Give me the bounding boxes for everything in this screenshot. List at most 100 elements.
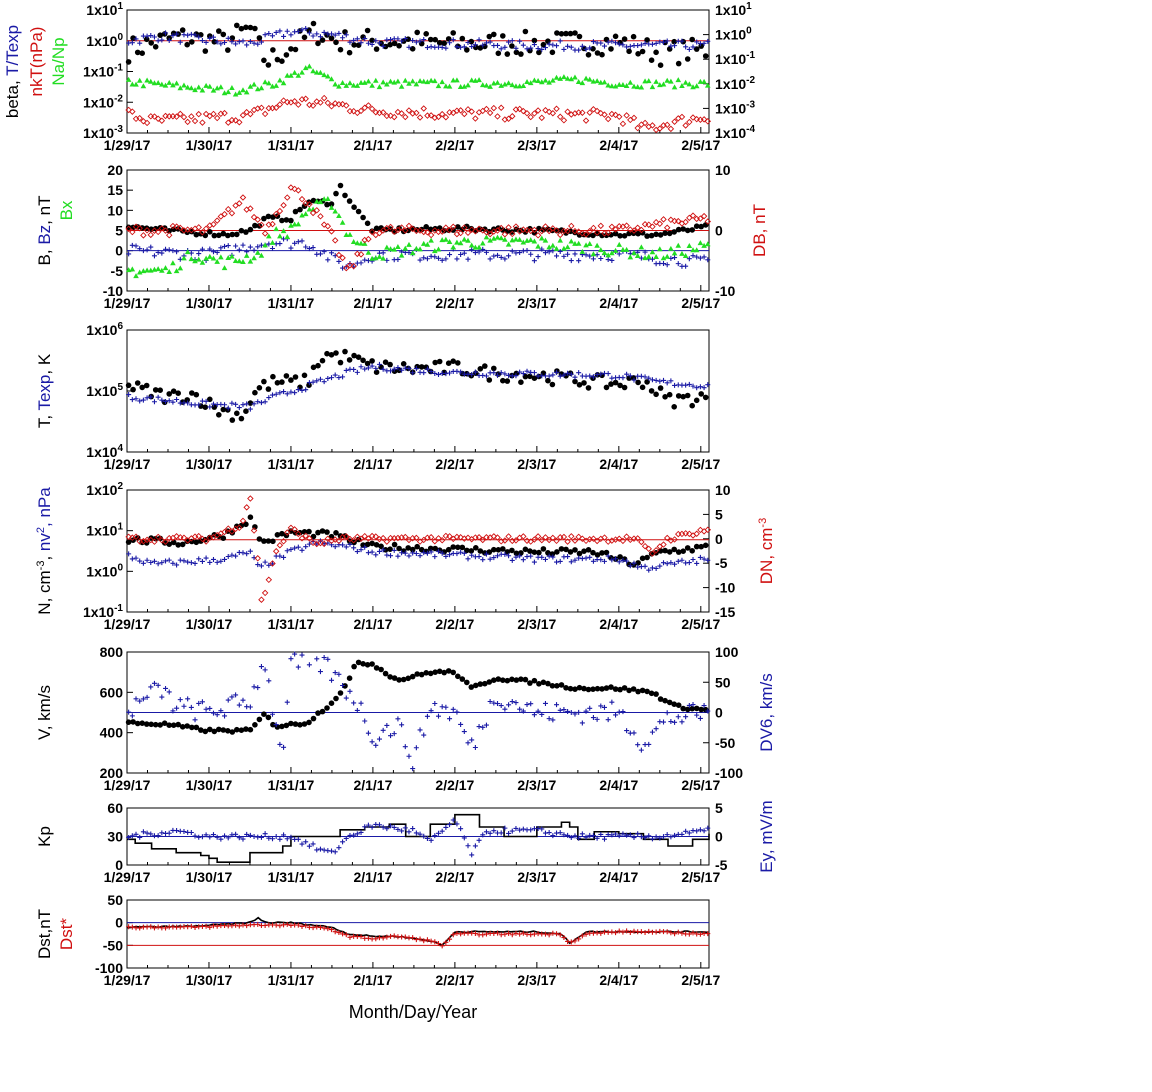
data-point [199,119,206,126]
data-point [446,533,453,540]
data-point [445,360,452,367]
data-point [270,47,276,53]
data-point [701,385,707,391]
data-point [620,929,626,935]
data-point [421,833,427,839]
data-point [125,382,132,389]
data-point [458,826,464,832]
data-point [590,256,596,262]
data-point [340,931,346,937]
data-point [180,534,188,542]
data-point [229,39,235,45]
data-point [527,80,534,86]
data-point [458,931,464,937]
data-point [139,720,145,726]
left-tick-label: 200 [100,765,124,781]
data-point [309,102,317,109]
data-point [608,223,616,231]
left-tick-label: -50 [103,937,123,953]
data-point [581,548,587,554]
data-point [455,673,461,680]
data-point [664,710,670,716]
right-tick-label: 10 [715,482,731,498]
data-point [675,242,682,248]
left-tick-label: 1x104 [86,443,123,460]
data-point [340,374,346,380]
data-point [337,359,344,366]
data-point [266,31,272,37]
data-point [697,554,703,560]
data-point [207,404,213,410]
data-point [369,824,375,830]
data-point [177,85,184,91]
data-point [173,223,180,230]
data-point [557,237,564,243]
left-tick-label: 1x10-3 [83,124,123,141]
data-point [376,253,383,259]
data-point [653,726,659,732]
right-tick-label: 1x10-2 [715,75,755,92]
data-point [333,39,339,46]
data-point [256,35,263,41]
data-point [679,719,685,725]
data-point [288,46,294,52]
data-point [627,79,634,85]
x-tick-label: 2/2/17 [435,616,474,632]
data-point [561,253,567,259]
data-point [207,35,213,41]
data-point [480,557,486,563]
data-point [211,728,218,735]
data-point [421,732,427,738]
data-point [206,83,213,89]
data-point [704,526,712,534]
data-point [292,240,298,246]
data-point [490,104,498,112]
data-point [280,97,287,104]
data-point [220,727,227,733]
data-point [513,700,519,706]
data-point [329,848,335,854]
data-point [224,205,232,213]
data-point [616,223,623,230]
data-point [155,924,161,930]
x-tick-label: 1/30/17 [186,137,233,153]
data-point [306,843,312,849]
data-point [154,115,162,122]
data-point [243,408,249,415]
data-point [274,380,281,386]
data-point [173,80,180,86]
data-point [152,44,159,50]
data-point [193,724,200,731]
data-point [524,368,530,374]
data-point [291,98,298,105]
data-point [238,727,245,733]
data-point [576,835,582,841]
data-point [391,731,397,737]
data-point [369,82,375,88]
data-point [148,33,154,39]
data-point [302,95,309,102]
x-tick-label: 1/31/17 [268,777,315,793]
data-point [129,228,136,236]
data-point [558,546,565,552]
data-point [672,931,678,937]
x-tick-label: 2/1/17 [353,777,392,793]
data-point [280,228,287,234]
data-point [546,244,552,250]
data-point [590,686,596,692]
data-point [166,228,172,234]
data-point [361,79,368,85]
data-point [247,205,254,212]
data-point [310,245,316,251]
data-point [284,836,290,842]
data-point [188,704,194,710]
data-point [324,529,330,535]
data-point [281,33,287,39]
data-point [683,263,689,269]
data-point [365,235,372,243]
data-point [376,548,382,554]
data-point [151,925,157,931]
data-point [550,833,556,839]
data-point [281,554,287,560]
data-point [313,69,320,75]
